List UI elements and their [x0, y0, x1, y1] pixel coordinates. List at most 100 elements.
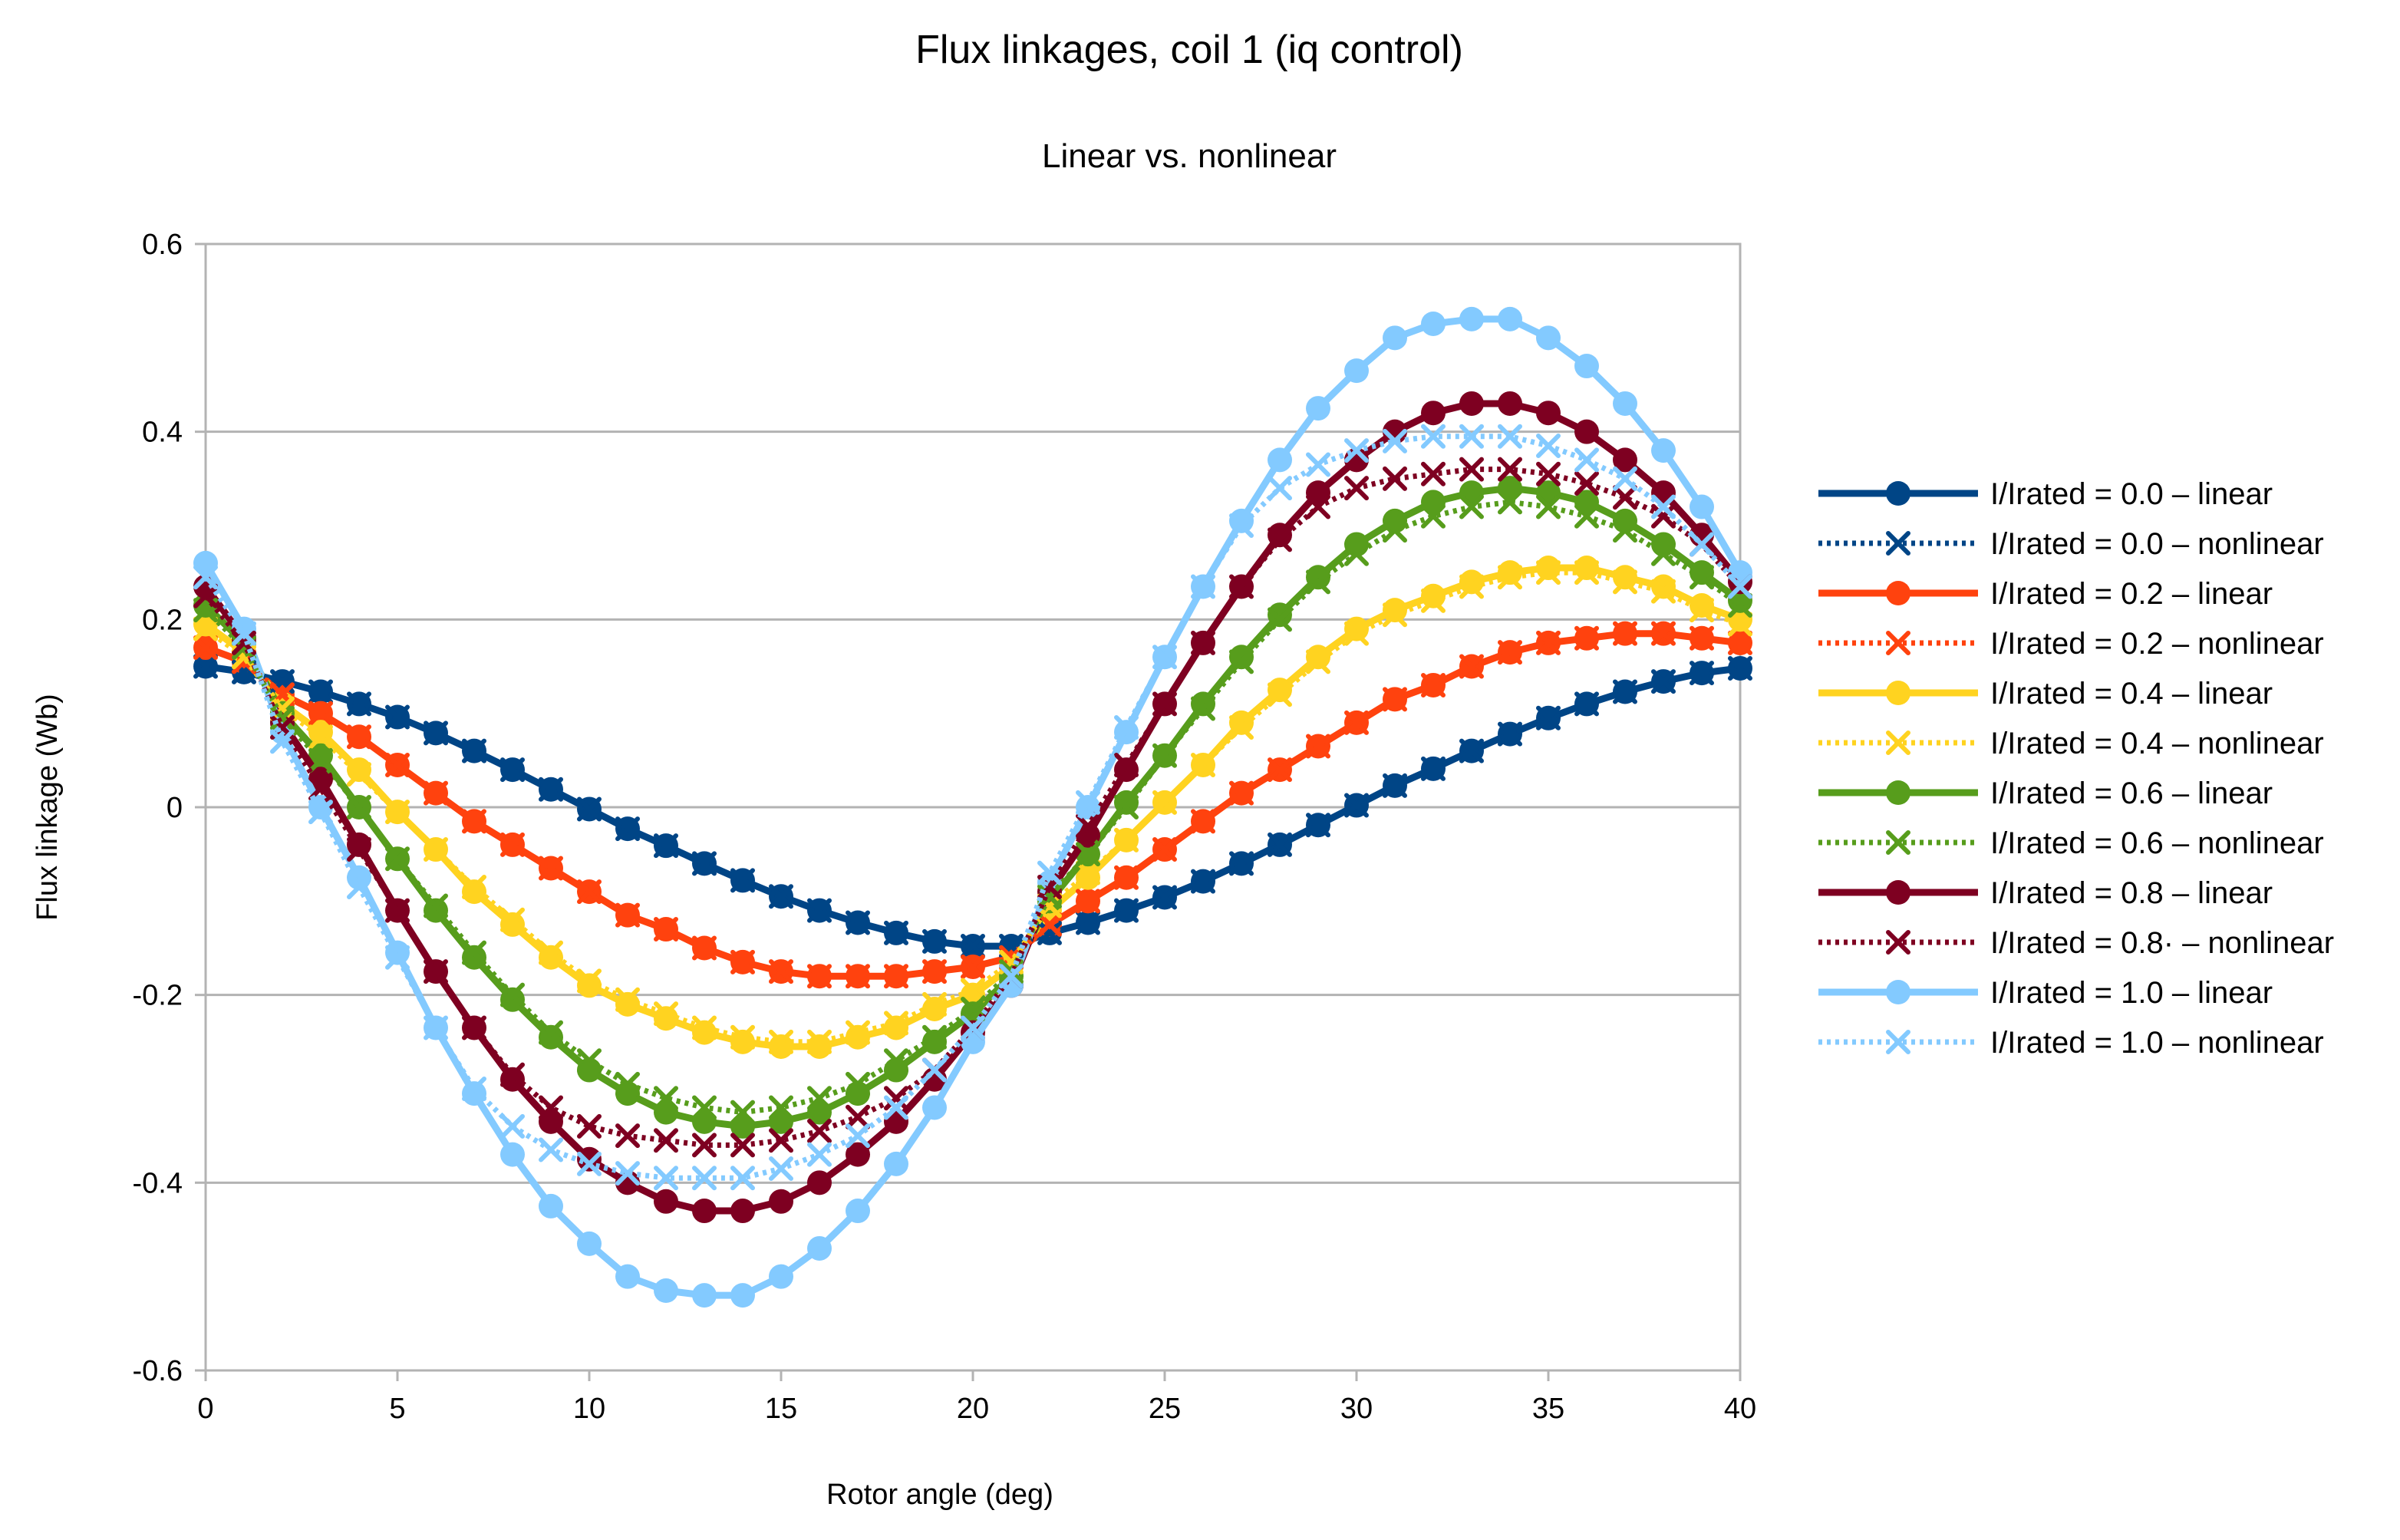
data-point [615, 902, 640, 928]
data-point [1191, 752, 1215, 777]
data-point [1459, 738, 1484, 763]
data-point [922, 991, 947, 1017]
data-point [1229, 715, 1254, 740]
data-point [385, 752, 410, 777]
data-point [193, 654, 218, 679]
data-point [347, 691, 371, 717]
x-tick-label: 5 [389, 1393, 405, 1425]
data-point [1498, 306, 1522, 331]
data-point [1536, 630, 1561, 655]
data-point [807, 1170, 832, 1195]
data-point [730, 1024, 755, 1050]
data-point [961, 978, 985, 1003]
data-point [884, 1015, 908, 1040]
legend-label: I/Irated = 0.2 – nonlinear [1990, 627, 2324, 661]
data-point [1536, 461, 1561, 486]
data-point [1690, 625, 1714, 651]
data-point [500, 982, 525, 1007]
data-point [807, 1034, 832, 1059]
data-point [1191, 630, 1215, 655]
data-point [1152, 645, 1177, 670]
data-point [1498, 490, 1522, 515]
data-point [1690, 494, 1714, 519]
data-point [1268, 447, 1292, 473]
y-axis-title: Flux linkage (Wb) [31, 694, 64, 921]
x-axis-tick-labels: 0 5 10 15 20 25 30 35 40 [197, 1393, 1756, 1425]
data-point [577, 1231, 602, 1256]
data-point [654, 1086, 678, 1111]
data-point [1383, 773, 1407, 798]
legend-label: I/Irated = 0.8 – linear [1990, 876, 2273, 910]
data-point [807, 1029, 832, 1054]
legend-swatch-marker [1886, 730, 1910, 755]
data-point [1651, 579, 1676, 604]
data-point [730, 949, 755, 974]
data-point [1152, 885, 1177, 910]
data-point [462, 940, 486, 965]
legend-swatch-marker [1886, 980, 1910, 1004]
data-point [922, 1057, 947, 1083]
data-point [1574, 447, 1599, 473]
data-point [462, 1077, 486, 1101]
data-point [1536, 705, 1561, 730]
data-point [1268, 607, 1292, 632]
data-point [654, 1189, 678, 1214]
data-point [1268, 602, 1292, 628]
data-point [1459, 569, 1484, 595]
data-point [769, 1128, 793, 1153]
data-point [1076, 795, 1100, 819]
data-point [1152, 837, 1177, 862]
data-point [1421, 311, 1446, 336]
data-point [1421, 424, 1446, 449]
data-point [1076, 813, 1100, 839]
data-point [807, 1119, 832, 1144]
data-point [1536, 560, 1561, 585]
data-point [1651, 621, 1676, 646]
data-point [462, 879, 486, 905]
legend-swatch-marker [1886, 1030, 1910, 1054]
data-point [308, 679, 333, 704]
data-point [270, 729, 295, 754]
data-point [1114, 715, 1139, 740]
data-point [347, 757, 371, 783]
data-point [1613, 569, 1637, 595]
data-point [577, 879, 602, 905]
data-point [769, 1034, 793, 1059]
data-point [1229, 513, 1254, 538]
data-point [424, 893, 448, 918]
data-point [846, 910, 870, 935]
data-point [1306, 645, 1330, 670]
data-point [922, 1095, 947, 1120]
data-point [500, 1113, 525, 1139]
data-point [1306, 734, 1330, 759]
data-point [692, 1095, 717, 1120]
data-point [769, 1029, 793, 1054]
x-tick-label: 0 [197, 1393, 213, 1425]
data-point [1383, 602, 1407, 628]
data-point [1421, 503, 1446, 529]
data-point [1229, 645, 1254, 670]
data-point [807, 1142, 832, 1167]
data-point [654, 1006, 678, 1031]
data-point [730, 1100, 755, 1125]
data-point [884, 1048, 908, 1073]
data-point [385, 846, 410, 872]
data-point [500, 912, 525, 937]
data-point [1613, 466, 1637, 491]
data-point [1690, 592, 1714, 618]
data-point [692, 1283, 717, 1308]
data-point [1076, 889, 1100, 914]
data-point [1536, 556, 1561, 581]
data-point [577, 1048, 602, 1073]
data-point [1383, 518, 1407, 543]
data-point [615, 816, 640, 842]
y-tick-label: -0.2 [133, 980, 183, 1012]
data-point [1191, 809, 1215, 834]
data-point [1421, 672, 1446, 697]
data-point [1574, 691, 1599, 717]
data-point [1306, 813, 1330, 838]
data-point [615, 1071, 640, 1096]
data-point [462, 809, 486, 834]
data-point [539, 1024, 563, 1050]
data-point [884, 1151, 908, 1176]
